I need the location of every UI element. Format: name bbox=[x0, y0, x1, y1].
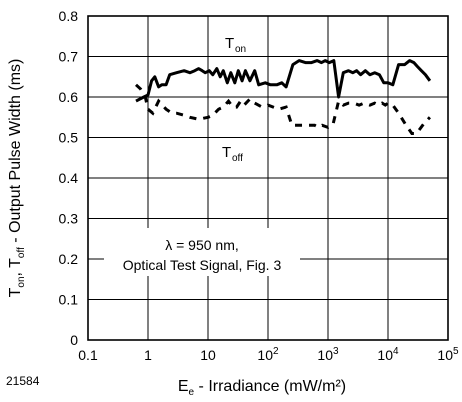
series-layer bbox=[134, 59, 432, 135]
y-axis-label: Ton, Toff - Output Pulse Width (ms) bbox=[7, 59, 27, 298]
annotation: λ = 950 nm, Optical Test Signal, Fig. 3 bbox=[104, 228, 300, 276]
series-label-toff: T off bbox=[216, 144, 252, 166]
annotation-line-1: λ = 950 nm, bbox=[165, 237, 239, 253]
x-tick-labels: 0.1 1 10 102 103 104 105 bbox=[78, 346, 459, 363]
series-label-ton-main: T bbox=[225, 35, 234, 52]
y-tick-label: 0.8 bbox=[59, 8, 79, 24]
y-tick-label: 0 bbox=[70, 332, 78, 348]
x-tick-label: 105 bbox=[437, 346, 459, 363]
series-label-ton: T on bbox=[216, 30, 252, 55]
series-line-toff bbox=[134, 83, 431, 135]
annotation-line-2: Optical Test Signal, Fig. 3 bbox=[123, 257, 282, 273]
series-label-toff-main: T bbox=[222, 144, 231, 161]
y-tick-label: 0.5 bbox=[59, 130, 79, 146]
plot-frame bbox=[87, 15, 449, 341]
x-tick-label: 103 bbox=[317, 346, 339, 363]
x-tick-label: 0.1 bbox=[78, 347, 98, 363]
x-tick-label: 1 bbox=[144, 347, 152, 363]
series-label-toff-sub: off bbox=[232, 153, 243, 164]
figure-number: 21584 bbox=[6, 374, 40, 388]
x-tick-label: 104 bbox=[377, 346, 399, 363]
series-line-ton bbox=[135, 59, 432, 103]
y-tick-label: 0.6 bbox=[59, 89, 79, 105]
series-label-ton-sub: on bbox=[235, 44, 246, 55]
y-tick-label: 0.3 bbox=[59, 211, 79, 227]
y-tick-labels: 0 0.1 0.2 0.3 0.4 0.5 0.6 0.7 0.8 bbox=[59, 8, 79, 348]
y-tick-label: 0.1 bbox=[59, 292, 79, 308]
x-axis-label: Ee - Irradiance (mW/m²) bbox=[178, 378, 346, 398]
y-tick-label: 0.7 bbox=[59, 49, 79, 65]
y-tick-label: 0.4 bbox=[59, 170, 79, 186]
y-tick-label: 0.2 bbox=[59, 251, 79, 267]
x-tick-label: 102 bbox=[257, 346, 279, 363]
x-tick-label: 10 bbox=[200, 347, 216, 363]
grid bbox=[88, 16, 448, 340]
